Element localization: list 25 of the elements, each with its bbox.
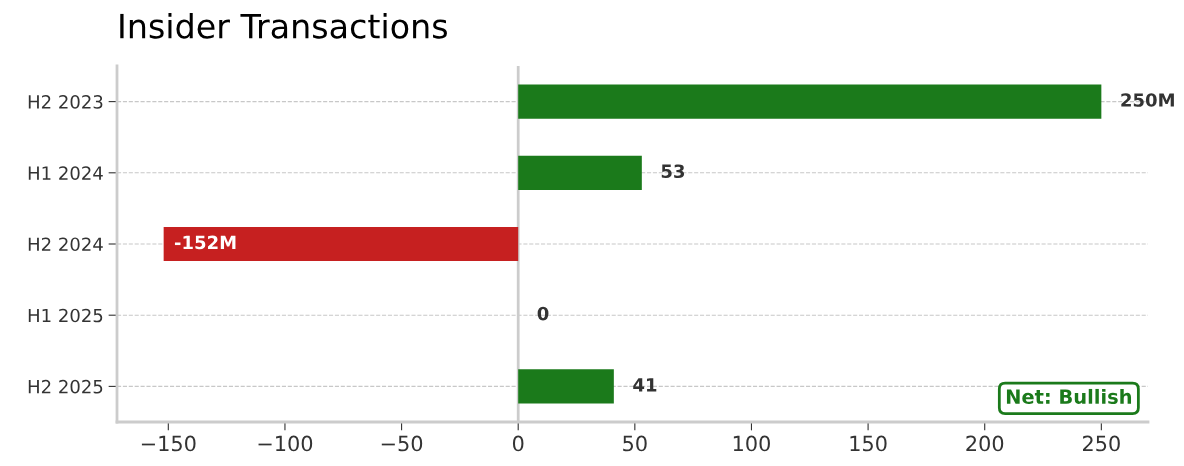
x-tick-label: −150 xyxy=(141,435,196,452)
x-tick-label: 100 xyxy=(733,435,770,452)
data-label: 250M xyxy=(1121,93,1174,107)
x-tick-label: 50 xyxy=(623,435,647,452)
bar xyxy=(518,84,1102,119)
x-tick-label: −100 xyxy=(258,435,313,452)
y-tick-label: H1 2025 xyxy=(28,308,103,323)
x-tick-label: 150 xyxy=(850,435,887,452)
bar xyxy=(518,155,642,190)
bar xyxy=(163,226,519,262)
y-tick-label: H2 2024 xyxy=(28,237,103,252)
data-label: 53 xyxy=(661,164,685,179)
y-tick-label: H2 2025 xyxy=(28,379,103,394)
data-label: 41 xyxy=(633,378,657,392)
data-label: -152M xyxy=(174,235,236,250)
x-tick-label: 200 xyxy=(966,435,1004,452)
y-tick-label: H2 2023 xyxy=(28,95,103,109)
bar xyxy=(518,369,614,404)
x-tick-label: −50 xyxy=(381,435,423,452)
annotation: Net: Bullish xyxy=(1006,388,1132,404)
y-tick-label: H1 2024 xyxy=(28,166,103,180)
x-tick-label: 0 xyxy=(512,435,524,452)
x-tick-label: 250 xyxy=(1082,435,1120,452)
data-label: 0 xyxy=(537,306,549,321)
chart-title: Insider Transactions xyxy=(120,12,447,39)
